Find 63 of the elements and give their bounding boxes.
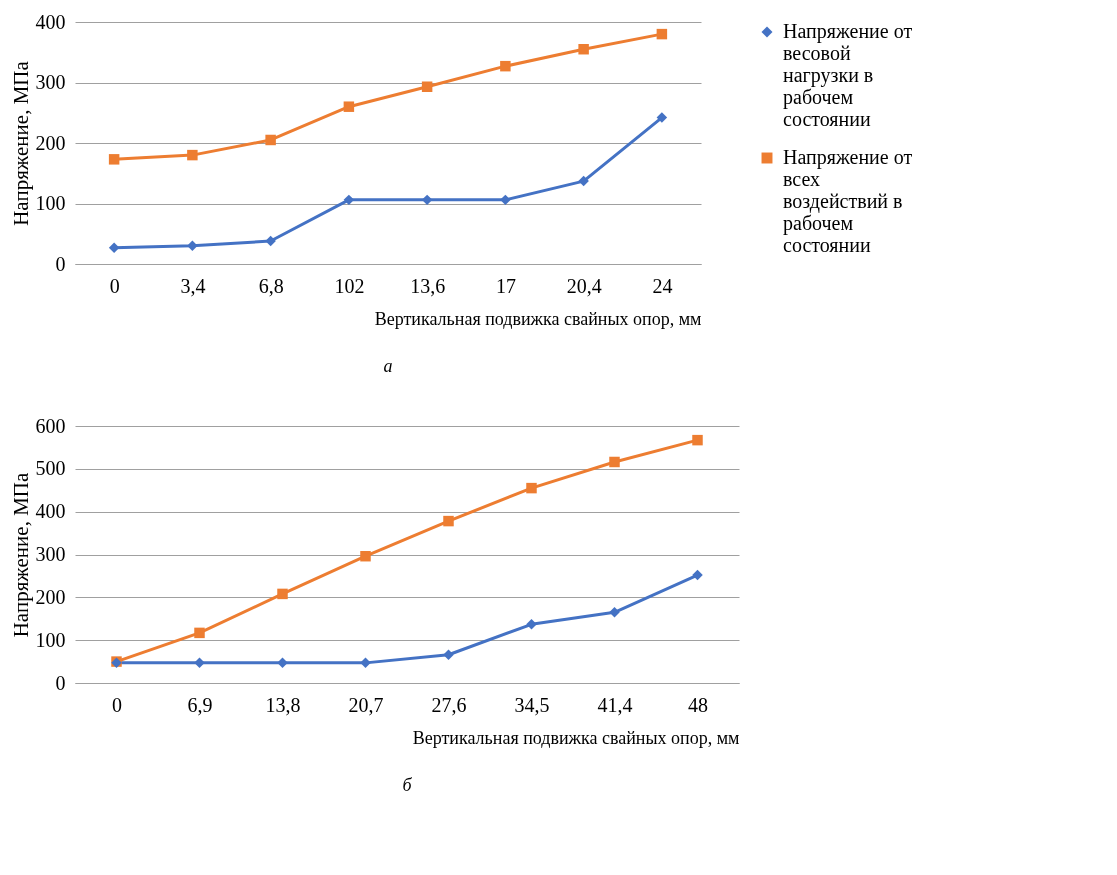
x-tick-label: 13,6 bbox=[410, 274, 446, 297]
point bbox=[360, 550, 371, 562]
point bbox=[692, 434, 703, 446]
y-tick-label: 0 bbox=[55, 252, 66, 275]
point bbox=[443, 649, 454, 660]
x-tick-label: 17 bbox=[495, 274, 516, 297]
point bbox=[277, 657, 288, 669]
point bbox=[692, 569, 703, 581]
point bbox=[526, 482, 537, 494]
x-tick-label: 0 bbox=[109, 274, 120, 297]
x-tick-label: 27,6 bbox=[431, 693, 467, 716]
text: а bbox=[383, 356, 393, 376]
y-tick-label: 600 bbox=[35, 414, 66, 437]
y-tick-label: 100 bbox=[35, 192, 66, 214]
legend-label: Напряжение от весовой нагрузки в рабочем состоянии bbox=[783, 20, 913, 130]
y-tick-label: 400 bbox=[35, 10, 66, 33]
x-tick-label: 3,4 bbox=[180, 274, 206, 297]
y-tick-label: 0 bbox=[55, 671, 66, 694]
point bbox=[656, 28, 668, 40]
y-tick-label: 500 bbox=[35, 457, 66, 480]
y-tick-label: 400 bbox=[35, 500, 66, 523]
x-tick-label: 6,8 bbox=[258, 274, 284, 297]
x-tick-label: 41,4 bbox=[597, 693, 633, 716]
legend-label: Напряжение от всех воздействий в рабочем состоянии bbox=[783, 146, 913, 256]
point bbox=[443, 515, 454, 527]
x-tick-label: 6,9 bbox=[187, 693, 213, 716]
point bbox=[108, 154, 120, 165]
point bbox=[265, 235, 276, 247]
y-tick-label: 100 bbox=[35, 628, 66, 651]
y-tick-label: 300 bbox=[35, 71, 66, 93]
x-tick-label: 102 bbox=[334, 274, 365, 297]
point bbox=[578, 175, 589, 187]
point bbox=[194, 657, 205, 669]
y-axis-title: Напряжение, МПа bbox=[8, 60, 33, 226]
x-tick-label: 0 bbox=[112, 693, 122, 716]
x-tick-label: 48 bbox=[688, 693, 708, 716]
point bbox=[421, 81, 433, 92]
point bbox=[265, 134, 276, 146]
point bbox=[187, 240, 198, 252]
x-tick-label: 20,7 bbox=[348, 693, 384, 716]
point bbox=[277, 588, 288, 600]
y-axis-title: Напряжение, МПа bbox=[8, 472, 33, 638]
x-tick-label: 13,8 bbox=[265, 693, 301, 716]
y-tick-label: 300 bbox=[35, 543, 66, 565]
point bbox=[343, 101, 355, 112]
point bbox=[526, 619, 537, 630]
point bbox=[194, 627, 205, 639]
point bbox=[656, 112, 668, 123]
point bbox=[500, 194, 511, 206]
point bbox=[187, 149, 198, 161]
y-tick-label: 200 bbox=[35, 131, 66, 154]
x-axis-title: Вертикальная подвижка свайных опор, мм bbox=[412, 727, 740, 748]
point bbox=[609, 456, 620, 468]
point bbox=[500, 60, 511, 72]
y-tick-label: 200 bbox=[35, 585, 66, 608]
point bbox=[578, 43, 589, 55]
x-tick-label: 34,5 bbox=[514, 693, 550, 716]
x-tick-label: 24 bbox=[652, 274, 673, 297]
text: б bbox=[402, 775, 413, 795]
point bbox=[360, 657, 371, 669]
x-tick-label: 20,4 bbox=[566, 274, 602, 297]
x-axis-title: Вертикальная подвижка свайных опор, мм bbox=[374, 308, 702, 329]
point bbox=[609, 607, 620, 618]
